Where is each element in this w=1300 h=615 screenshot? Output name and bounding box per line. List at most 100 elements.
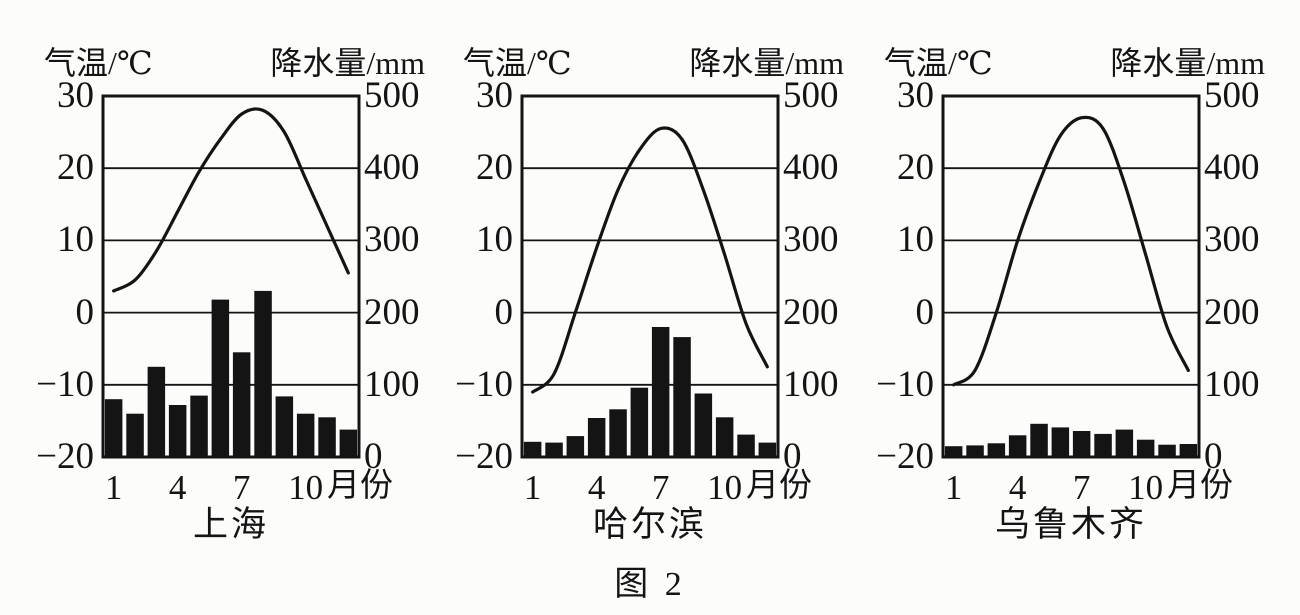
temp-tick-label: −10: [876, 363, 934, 405]
precip-bar-month-2: [126, 413, 144, 457]
month-tick-label: 4: [1008, 468, 1027, 507]
precip-bar-month-4: [587, 418, 606, 457]
precip-bar-month-2: [545, 442, 563, 457]
precip-bar-month-4: [1008, 435, 1027, 457]
precip-bar-month-5: [190, 395, 208, 457]
temp-axis-title: 气温/℃: [884, 45, 993, 81]
temp-tick-label: 30: [57, 74, 94, 116]
precip-tick-label: 0: [783, 435, 802, 477]
precip-bar-month-9: [694, 393, 713, 457]
precip-bar-month-8: [254, 290, 272, 457]
climate-plot: [520, 94, 780, 459]
precip-tick-labels: 500 400 300 200 100 0: [1204, 30, 1270, 562]
precip-tick-label: 500: [783, 74, 839, 116]
temp-tick-label: −10: [455, 363, 513, 405]
climate-plot: [101, 94, 361, 459]
precip-axis-title: 降水量/mm: [689, 45, 844, 81]
precip-bar-month-12: [339, 429, 358, 457]
precip-bar-month-12: [1179, 444, 1198, 457]
temp-tick-label: 10: [897, 219, 934, 261]
temp-tick-label: −20: [455, 435, 513, 477]
precip-tick-label: 400: [783, 146, 839, 188]
precip-tick-label: 100: [783, 363, 839, 405]
precip-bar-month-1: [944, 446, 963, 457]
precip-bar-month-11: [1158, 444, 1176, 457]
chart-shanghai: 气温/℃ 降水量/mm 30 20 10 0 −10 −20 500 400 300 200 10…: [30, 30, 430, 562]
precip-bar-month-11: [737, 434, 755, 457]
precip-bar-month-7: [232, 352, 251, 457]
temp-tick-labels: 30 20 10 0 −10 −20: [30, 30, 94, 562]
temp-tick-label: −10: [36, 363, 94, 405]
month-tick-label: 10: [288, 468, 324, 507]
month-tick-label: 1: [523, 468, 542, 507]
precip-bar-month-3: [566, 436, 585, 457]
precip-bar-month-8: [673, 337, 691, 457]
temp-tick-label: −20: [36, 435, 94, 477]
temp-tick-label: 10: [57, 219, 94, 261]
precip-bar-month-7: [1072, 431, 1091, 457]
precip-bar-month-4: [168, 405, 187, 457]
temp-tick-label: 0: [915, 291, 935, 333]
precip-bar-month-3: [147, 366, 166, 458]
figure-caption: 图 2: [614, 566, 686, 603]
month-axis-label: 月份: [746, 468, 812, 504]
precip-bar-month-7: [651, 327, 670, 457]
month-tick-labels: 1 4 7 10: [30, 470, 430, 512]
precip-bar-month-1: [523, 441, 542, 457]
month-tick-label: 7: [651, 468, 670, 507]
precip-bar-month-5: [1030, 423, 1048, 457]
temp-tick-label: 0: [494, 291, 514, 333]
city-title: 乌鲁木齐: [994, 505, 1147, 544]
precip-tick-label: 0: [364, 435, 383, 477]
precip-bar-month-3: [987, 443, 1006, 457]
month-tick-label: 4: [168, 468, 187, 507]
precip-bar-month-6: [211, 299, 230, 457]
precip-tick-label: 500: [364, 74, 420, 116]
precip-tick-label: 100: [1204, 363, 1260, 405]
temp-tick-labels: 30 20 10 0 −10 −20: [449, 30, 513, 562]
precip-tick-label: 500: [1204, 74, 1260, 116]
month-tick-label: 7: [232, 468, 251, 507]
temp-tick-label: 0: [75, 291, 95, 333]
precip-tick-label: 200: [1204, 291, 1260, 333]
temp-tick-label: 20: [476, 146, 513, 188]
precip-tick-label: 300: [783, 219, 839, 261]
precip-bar-month-5: [609, 409, 627, 457]
month-axis-label: 月份: [1167, 468, 1233, 504]
plot-frame: [941, 94, 1201, 459]
temp-axis-title: 气温/℃: [463, 45, 572, 81]
month-tick-label: 10: [707, 468, 743, 507]
precip-bar-month-10: [1136, 439, 1155, 457]
temp-curve: [531, 126, 769, 394]
city-title: 哈尔滨: [592, 505, 707, 544]
precip-bar-month-1: [104, 399, 123, 457]
precip-bar-month-6: [1051, 427, 1070, 457]
chart-urumqi: 气温/℃ 降水量/mm 30 20 10 0 −10 −20 500 400 300 200 10…: [870, 30, 1270, 562]
temp-tick-label: 30: [476, 74, 513, 116]
precip-bar-month-12: [758, 442, 777, 457]
month-tick-label: 1: [944, 468, 963, 507]
temp-tick-label: 20: [897, 146, 934, 188]
precip-bar-month-9: [275, 396, 294, 457]
precip-axis-title: 降水量/mm: [270, 45, 425, 81]
temp-tick-labels: 30 20 10 0 −10 −20: [870, 30, 934, 562]
precip-tick-labels: 500 400 300 200 100 0: [364, 30, 430, 562]
precip-bar-month-2: [966, 445, 984, 457]
precip-tick-label: 200: [364, 291, 420, 333]
temp-axis-title: 气温/℃: [44, 45, 153, 81]
precip-tick-label: 300: [364, 219, 420, 261]
month-tick-label: 10: [1128, 468, 1164, 507]
city-title: 上海: [192, 505, 269, 544]
precip-tick-label: 400: [364, 146, 420, 188]
precip-bar-month-9: [1115, 429, 1134, 457]
precip-axis-title: 降水量/mm: [1110, 45, 1265, 81]
precip-tick-label: 300: [1204, 219, 1260, 261]
temp-tick-label: 30: [897, 74, 934, 116]
precip-bar-month-10: [296, 413, 315, 457]
month-tick-label: 4: [587, 468, 606, 507]
month-tick-label: 7: [1072, 468, 1091, 507]
temp-tick-label: 20: [57, 146, 94, 188]
precip-bar-month-11: [318, 417, 336, 457]
chart-harbin: 气温/℃ 降水量/mm 30 20 10 0 −10 −20 500 400 300 200 10…: [449, 30, 849, 562]
